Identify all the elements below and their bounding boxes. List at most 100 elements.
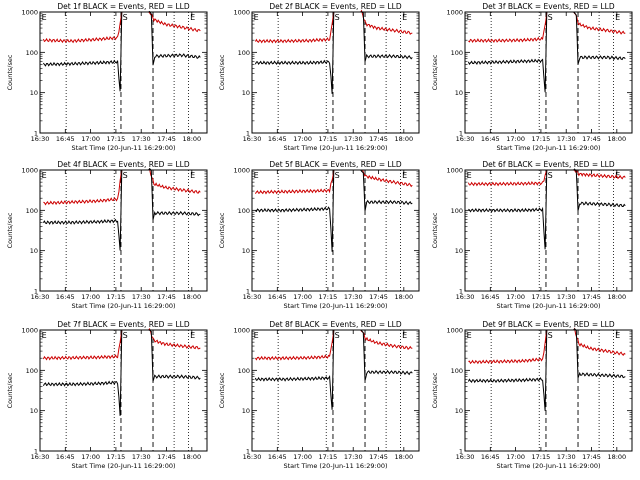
- marker-label: E: [42, 13, 47, 22]
- marker-label: E: [615, 331, 620, 340]
- x-tick-label: 16:30: [243, 453, 262, 461]
- x-tick-label: 18:00: [182, 135, 201, 143]
- y-tick-label: 100: [451, 49, 463, 57]
- marker-label: E: [42, 331, 47, 340]
- x-tick-label: 16:45: [56, 293, 75, 301]
- x-tick-label: 17:45: [582, 293, 601, 301]
- marker-label: E: [190, 171, 195, 180]
- panel-title: Det 7f BLACK = Events, RED = LLD: [57, 320, 190, 329]
- x-axis-label: Start Time (20-Jun-11 16:29:00): [284, 302, 388, 310]
- x-axis-label: Start Time (20-Jun-11 16:29:00): [497, 302, 601, 310]
- y-tick-label: 10: [30, 407, 38, 415]
- marker-label: S: [335, 331, 340, 340]
- x-tick-label: 17:30: [557, 453, 576, 461]
- marker-label: E: [190, 331, 195, 340]
- marker-label: E: [254, 331, 259, 340]
- x-tick-label: 17:15: [532, 293, 551, 301]
- y-axis-label: Counts/sec: [431, 372, 439, 408]
- y-tick-label: 1000: [21, 327, 38, 335]
- y-axis-label: Counts/sec: [218, 372, 226, 408]
- marker-label: S: [335, 171, 340, 180]
- x-tick-label: 16:30: [456, 293, 475, 301]
- marker-label: E: [467, 13, 472, 22]
- y-tick-label: 10: [242, 89, 250, 97]
- y-tick-label: 1: [459, 288, 463, 296]
- y-tick-label: 1: [246, 448, 250, 456]
- y-axis-label: Counts/sec: [6, 212, 14, 248]
- x-tick-label: 17:45: [157, 293, 176, 301]
- y-tick-label: 100: [238, 367, 250, 375]
- x-tick-label: 16:45: [481, 293, 500, 301]
- x-tick-label: 16:30: [31, 135, 50, 143]
- y-tick-label: 1: [459, 130, 463, 138]
- x-tick-label: 16:45: [56, 135, 75, 143]
- x-tick-label: 17:45: [369, 135, 388, 143]
- y-tick-label: 100: [26, 207, 38, 215]
- x-tick-label: 17:15: [107, 453, 126, 461]
- panel-title: Det 2f BLACK = Events, RED = LLD: [269, 2, 402, 11]
- x-tick-label: 17:00: [81, 293, 100, 301]
- x-axis-label: Start Time (20-Jun-11 16:29:00): [72, 302, 176, 310]
- x-tick-label: 17:30: [132, 453, 151, 461]
- x-tick-label: 16:30: [31, 293, 50, 301]
- x-tick-label: 17:00: [81, 135, 100, 143]
- x-tick-label: 16:45: [268, 293, 287, 301]
- x-tick-label: 17:00: [293, 293, 312, 301]
- x-tick-label: 17:45: [369, 453, 388, 461]
- marker-label: E: [42, 171, 47, 180]
- y-axis-label: Counts/sec: [431, 54, 439, 90]
- x-axis-label: Start Time (20-Jun-11 16:29:00): [497, 462, 601, 470]
- marker-label: S: [123, 331, 128, 340]
- y-tick-label: 10: [242, 407, 250, 415]
- x-tick-label: 16:45: [481, 135, 500, 143]
- x-tick-label: 17:30: [344, 453, 363, 461]
- marker-label: E: [402, 13, 407, 22]
- y-tick-label: 10: [242, 247, 250, 255]
- panel-9: Det 9f BLACK = Events, RED = LLD Counts/s…: [431, 320, 633, 470]
- marker-label: E: [615, 171, 620, 180]
- x-tick-label: 17:30: [344, 135, 363, 143]
- x-axis-label: Start Time (20-Jun-11 16:29:00): [284, 462, 388, 470]
- y-tick-label: 1000: [233, 327, 250, 335]
- panel-4: Det 4f BLACK = Events, RED = LLD Counts/s…: [6, 160, 208, 310]
- y-tick-label: 1: [34, 130, 38, 138]
- panel-title: Det 9f BLACK = Events, RED = LLD: [482, 320, 615, 329]
- y-tick-label: 100: [238, 49, 250, 57]
- x-tick-label: 18:00: [394, 453, 413, 461]
- x-tick-label: 16:30: [243, 135, 262, 143]
- marker-label: S: [548, 331, 553, 340]
- marker-label: E: [467, 331, 472, 340]
- plot-frame: [251, 169, 420, 292]
- x-tick-label: 17:30: [557, 135, 576, 143]
- y-tick-label: 1000: [233, 9, 250, 17]
- marker-label: E: [615, 13, 620, 22]
- y-axis-label: Counts/sec: [218, 54, 226, 90]
- x-tick-label: 18:00: [394, 293, 413, 301]
- panel-title: Det 6f BLACK = Events, RED = LLD: [482, 160, 615, 169]
- x-tick-label: 16:45: [268, 135, 287, 143]
- y-tick-label: 1000: [21, 9, 38, 17]
- y-tick-label: 100: [26, 367, 38, 375]
- panel-8: Det 8f BLACK = Events, RED = LLD Counts/s…: [218, 320, 420, 470]
- panel-title: Det 3f BLACK = Events, RED = LLD: [482, 2, 615, 11]
- x-tick-label: 17:15: [319, 135, 338, 143]
- x-tick-label: 17:30: [557, 293, 576, 301]
- x-tick-label: 17:00: [81, 453, 100, 461]
- plot-frame: [39, 169, 208, 292]
- panel-title: Det 4f BLACK = Events, RED = LLD: [57, 160, 190, 169]
- x-tick-label: 18:00: [607, 293, 626, 301]
- plot-frame: [251, 11, 420, 134]
- x-tick-label: 16:45: [481, 453, 500, 461]
- x-tick-label: 17:30: [132, 135, 151, 143]
- x-axis-label: Start Time (20-Jun-11 16:29:00): [284, 144, 388, 152]
- x-tick-label: 17:15: [319, 293, 338, 301]
- y-axis-label: Counts/sec: [6, 54, 14, 90]
- y-tick-label: 10: [455, 247, 463, 255]
- marker-label: E: [190, 13, 195, 22]
- x-tick-label: 16:45: [268, 453, 287, 461]
- panel-7: Det 7f BLACK = Events, RED = LLD Counts/s…: [6, 320, 208, 470]
- x-tick-label: 17:15: [107, 135, 126, 143]
- plot-frame: [251, 329, 420, 452]
- events-series-line: [468, 168, 626, 250]
- x-tick-label: 17:15: [532, 453, 551, 461]
